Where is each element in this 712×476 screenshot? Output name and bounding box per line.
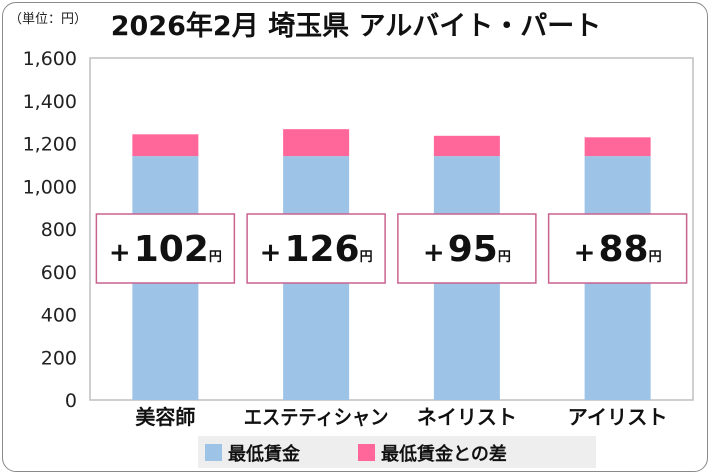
x-category-label: 美容師 bbox=[135, 405, 195, 429]
y-tick-label: 600 bbox=[41, 262, 77, 284]
difference-unit: 円 bbox=[360, 250, 373, 265]
legend-label: 最低賃金との差 bbox=[381, 443, 507, 465]
y-tick-label: 1,400 bbox=[23, 91, 77, 113]
bar-difference bbox=[132, 134, 199, 157]
difference-sign: + bbox=[574, 238, 596, 268]
difference-label: +95円 bbox=[423, 229, 511, 270]
legend-swatch bbox=[358, 444, 375, 461]
difference-label: +102円 bbox=[109, 229, 222, 270]
difference-label-box bbox=[246, 213, 386, 284]
difference-label-box bbox=[95, 213, 236, 284]
bar-difference bbox=[584, 137, 651, 157]
y-tick-label: 1,000 bbox=[23, 176, 77, 198]
difference-value: 95 bbox=[448, 229, 498, 270]
legend-box bbox=[198, 436, 596, 468]
legend-swatch bbox=[205, 444, 222, 461]
difference-unit: 円 bbox=[209, 250, 222, 265]
y-tick-label: 1,600 bbox=[23, 48, 77, 70]
x-category-label: ネイリスト bbox=[417, 405, 517, 429]
y-tick-label: 800 bbox=[41, 219, 77, 241]
chart-title: 2026年2月 埼玉県 アルバイト・パート bbox=[110, 11, 602, 42]
bar-difference bbox=[433, 135, 500, 157]
y-tick-label: 400 bbox=[41, 305, 77, 327]
difference-value: 102 bbox=[134, 229, 209, 270]
difference-label: +126円 bbox=[260, 229, 373, 270]
x-category-label: アイリスト bbox=[568, 405, 668, 429]
difference-sign: + bbox=[260, 238, 282, 268]
difference-value: 88 bbox=[598, 229, 648, 270]
difference-label-box bbox=[397, 213, 537, 284]
difference-label-box bbox=[547, 213, 688, 284]
difference-label: +88円 bbox=[574, 229, 662, 270]
difference-sign: + bbox=[109, 238, 131, 268]
difference-sign: + bbox=[423, 238, 445, 268]
y-tick-label: 200 bbox=[41, 347, 77, 369]
y-tick-label: 0 bbox=[65, 390, 77, 412]
bar-difference bbox=[283, 129, 350, 157]
difference-unit: 円 bbox=[498, 250, 511, 265]
unit-label: （単位：円） bbox=[9, 12, 88, 27]
x-category-label: エステティシャン bbox=[244, 405, 389, 429]
y-tick-label: 1,200 bbox=[23, 134, 77, 156]
difference-unit: 円 bbox=[649, 250, 662, 265]
legend-label: 最低賃金 bbox=[228, 443, 301, 465]
difference-value: 126 bbox=[284, 229, 359, 270]
